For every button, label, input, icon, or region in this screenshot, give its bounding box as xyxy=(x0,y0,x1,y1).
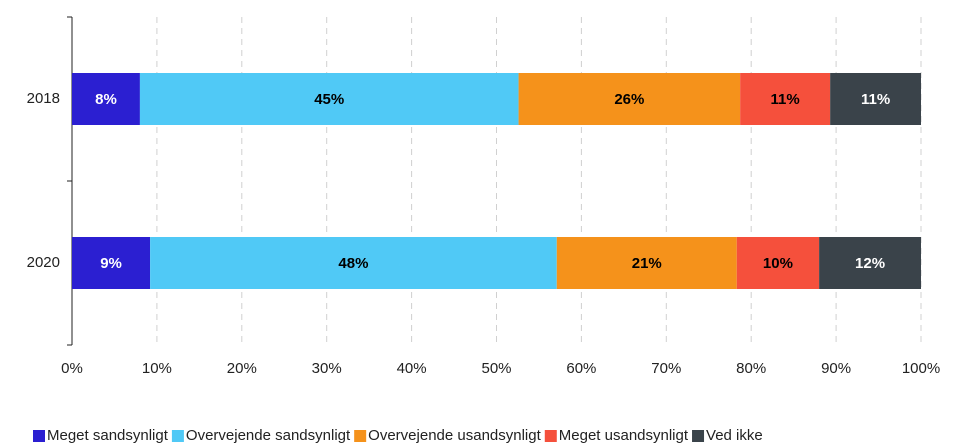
legend-label: Ved ikke xyxy=(706,427,763,443)
x-tick-label: 80% xyxy=(736,360,766,377)
bar-segment xyxy=(830,73,921,125)
data-label: 26% xyxy=(614,91,644,108)
bar-segment xyxy=(736,237,820,289)
x-tick-label: 10% xyxy=(142,360,172,377)
y-tick-label: 2020 xyxy=(27,254,60,271)
y-tick-label: 2018 xyxy=(27,90,60,107)
x-tick-label: 70% xyxy=(651,360,681,377)
legend-swatch xyxy=(544,430,557,442)
legend-label: Meget sandsynligt xyxy=(47,427,169,443)
legend-label: Overvejende usandsynligt xyxy=(368,427,541,443)
x-tick-label: 30% xyxy=(312,360,342,377)
bar-segment xyxy=(72,237,151,289)
data-label: 21% xyxy=(632,255,662,272)
x-tick-label: 100% xyxy=(902,360,940,377)
legend-label: Overvejende sandsynligt xyxy=(186,427,351,443)
data-label: 48% xyxy=(338,255,368,272)
legend-label: Meget usandsynligt xyxy=(559,427,689,443)
x-tick-label: 40% xyxy=(397,360,427,377)
legend-swatch xyxy=(354,430,367,442)
data-label: 9% xyxy=(100,255,122,272)
bar-segment xyxy=(518,73,741,125)
data-label: 11% xyxy=(861,91,890,108)
bar-segment xyxy=(72,73,140,125)
bar-segment xyxy=(819,237,921,289)
data-label: 8% xyxy=(95,91,117,108)
x-tick-label: 0% xyxy=(61,360,83,377)
data-label: 12% xyxy=(855,255,885,272)
data-label: 45% xyxy=(314,91,344,108)
data-label: 10% xyxy=(763,255,793,272)
x-tick-label: 60% xyxy=(566,360,596,377)
bar-segment xyxy=(556,237,737,289)
bar-segment xyxy=(150,237,557,289)
legend-swatch xyxy=(171,430,184,442)
x-tick-label: 20% xyxy=(227,360,257,377)
data-label: 11% xyxy=(771,91,800,108)
legend-swatch xyxy=(33,430,45,442)
legend-swatch xyxy=(692,430,705,442)
x-tick-label: 90% xyxy=(821,360,851,377)
x-tick-label: 50% xyxy=(481,360,511,377)
bar-segment xyxy=(139,73,519,125)
bar-segment xyxy=(740,73,831,125)
